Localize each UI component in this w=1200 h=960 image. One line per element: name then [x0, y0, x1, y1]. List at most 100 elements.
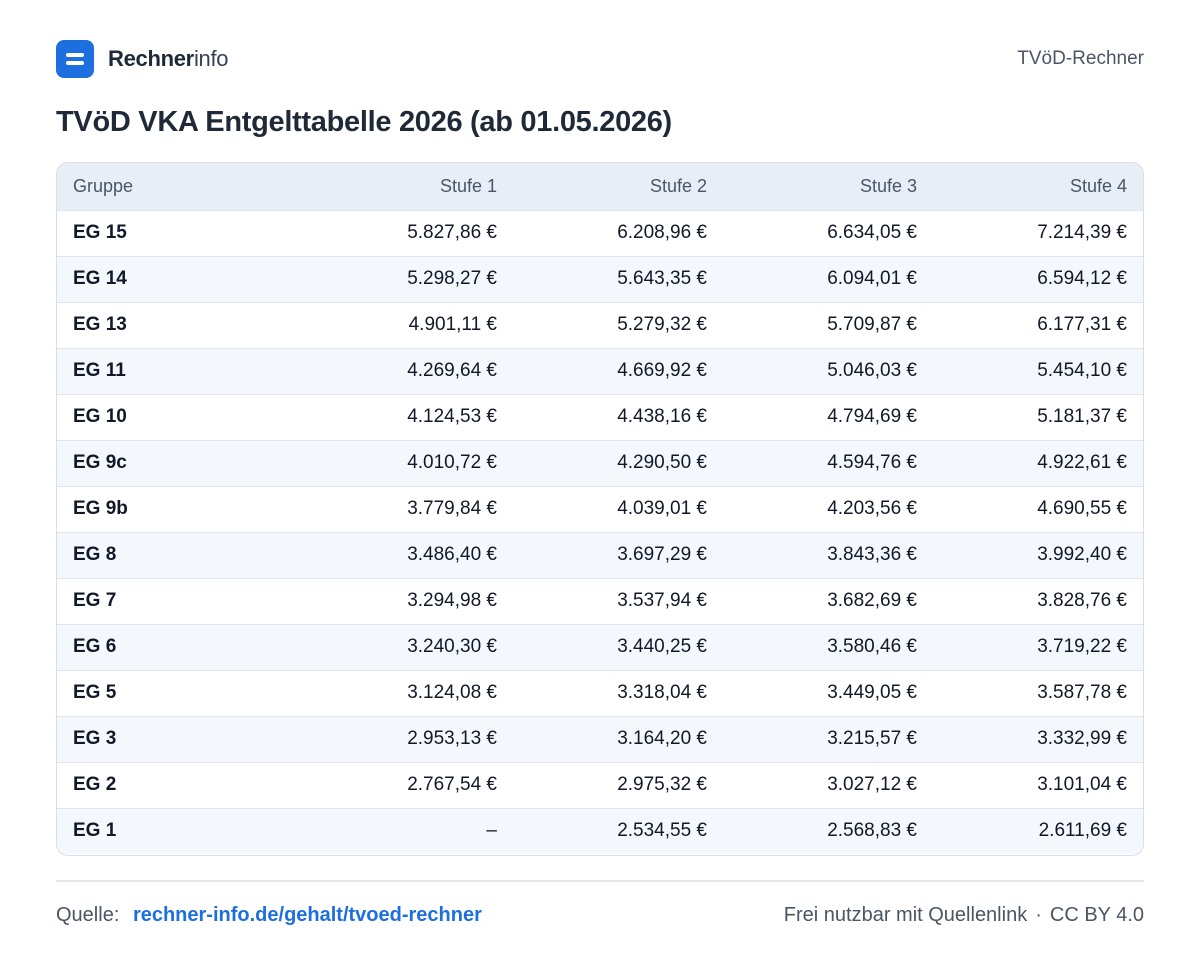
cell-stufe-1: 3.294,98 € [407, 590, 497, 611]
cell-stufe-1: 3.779,84 € [407, 498, 497, 519]
table-row: EG 3 2.953,13 € 3.164,20 € 3.215,57 € 3.332,… [57, 716, 1143, 762]
cell-stufe-2: 4.669,92 € [617, 360, 707, 381]
brand-name-bold: Rechner [108, 46, 194, 71]
cell-stufe-4: 3.992,40 € [1037, 544, 1127, 565]
logo-bar-bottom [66, 61, 84, 65]
cell-gruppe: EG 5 [73, 682, 117, 703]
table-row: EG 8 3.486,40 € 3.697,29 € 3.843,36 € 3.992,… [57, 532, 1143, 578]
cell-stufe-4: 3.719,22 € [1037, 636, 1127, 657]
cell-stufe-2: 6.208,96 € [617, 222, 707, 243]
cell-stufe-1: 4.901,11 € [408, 314, 497, 335]
table-header: Gruppe Stufe 1 Stufe 2 Stufe 3 Stufe 4 [57, 163, 1143, 210]
footer-license: Frei nutzbar mit Quellenlink · CC BY 4.0 [784, 904, 1144, 927]
cell-stufe-1: 5.298,27 € [407, 268, 497, 289]
table-row: EG 10 4.124,53 € 4.438,16 € 4.794,69 € 5.181… [57, 394, 1143, 440]
table-row: EG 15 5.827,86 € 6.208,96 € 6.634,05 € 7.214… [57, 210, 1143, 256]
license-text: Frei nutzbar mit Quellenlink [783, 904, 1028, 926]
header-stufe-4: Stufe 4 [1069, 175, 1127, 196]
cell-stufe-4: 5.454,10 € [1037, 360, 1127, 381]
cell-stufe-4: 6.594,12 € [1037, 268, 1127, 289]
salary-table: Gruppe Stufe 1 Stufe 2 Stufe 3 Stufe 4 E… [57, 163, 1143, 854]
cell-stufe-1: 2.767,54 € [407, 774, 497, 795]
cell-stufe-4: 3.828,76 € [1037, 590, 1127, 611]
cell-stufe-1: 4.269,64 € [407, 360, 497, 381]
table-row: EG 9b 3.779,84 € 4.039,01 € 4.203,56 € 4.690… [57, 486, 1143, 532]
table-body: EG 15 5.827,86 € 6.208,96 € 6.634,05 € 7.214… [57, 210, 1143, 854]
salary-table-container: Gruppe Stufe 1 Stufe 2 Stufe 3 Stufe 4 E… [56, 162, 1144, 856]
cell-stufe-3: 5.046,03 € [827, 360, 917, 381]
cell-gruppe: EG 6 [73, 636, 117, 657]
cell-stufe-1: 4.124,53 € [407, 406, 497, 427]
cell-stufe-2: 5.643,35 € [617, 268, 707, 289]
cell-stufe-4: 4.922,61 € [1037, 452, 1127, 473]
cell-stufe-1: 3.486,40 € [407, 544, 497, 565]
rechnerinfo-logo-icon [56, 40, 94, 78]
cell-stufe-3: 2.568,83 € [827, 820, 917, 842]
cell-stufe-4: 3.101,04 € [1037, 774, 1127, 795]
cell-stufe-4: 4.690,55 € [1037, 498, 1127, 519]
source-link[interactable]: rechner-info.de/gehalt/tvoed-rechner [132, 904, 482, 926]
cell-stufe-1: 5.827,86 € [407, 222, 497, 243]
cell-stufe-2: 2.975,32 € [617, 774, 707, 795]
footer-divider [56, 880, 1144, 882]
cell-stufe-2: 2.534,55 € [617, 820, 707, 842]
cell-stufe-2: 3.697,29 € [617, 544, 707, 565]
cell-gruppe: EG 8 [73, 544, 117, 565]
cell-stufe-2: 3.164,20 € [617, 728, 707, 749]
footer-source: Quelle: rechner-info.de/gehalt/tvoed-rec… [56, 904, 482, 927]
cell-stufe-4: 2.611,69 € [1038, 820, 1127, 842]
logo-bar-top [66, 53, 84, 57]
header: Rechnerinfo TVöD-Rechner [56, 40, 1144, 78]
table-row: EG 7 3.294,98 € 3.537,94 € 3.682,69 € 3.828,… [57, 578, 1143, 624]
table-row: EG 11 4.269,64 € 4.669,92 € 5.046,03 € 5.454… [57, 348, 1143, 394]
header-stufe-2: Stufe 2 [649, 175, 707, 196]
table-row: EG 14 5.298,27 € 5.643,35 € 6.094,01 € 6.594… [57, 256, 1143, 302]
table-row: EG 13 4.901,11 € 5.279,32 € 5.709,87 € 6.177… [57, 302, 1143, 348]
table-row: EG 1 – 2.534,55 € 2.568,83 € 2.611,69 € [57, 808, 1143, 854]
header-gruppe: Gruppe [73, 175, 134, 196]
cell-gruppe: EG 14 [73, 268, 127, 289]
license-separator: · [1035, 904, 1042, 926]
cell-stufe-2: 4.438,16 € [617, 406, 707, 427]
cell-stufe-4: 3.332,99 € [1037, 728, 1127, 749]
cell-gruppe: EG 2 [73, 774, 117, 795]
cell-stufe-1: 3.240,30 € [407, 636, 497, 657]
cell-gruppe: EG 15 [73, 222, 127, 243]
table-header-row: Gruppe Stufe 1 Stufe 2 Stufe 3 Stufe 4 [57, 163, 1143, 210]
header-stufe-3: Stufe 3 [859, 175, 917, 196]
cell-stufe-3: 3.843,36 € [827, 544, 917, 565]
cell-gruppe: EG 11 [73, 360, 126, 381]
cell-stufe-3: 4.203,56 € [827, 498, 917, 519]
header-stufe-1: Stufe 1 [439, 175, 497, 196]
cell-stufe-3: 3.215,57 € [827, 728, 917, 749]
cell-stufe-3: 3.027,12 € [827, 774, 917, 795]
cell-stufe-4: 6.177,31 € [1037, 314, 1127, 335]
footer: Quelle: rechner-info.de/gehalt/tvoed-rec… [56, 904, 1144, 927]
cell-gruppe: EG 3 [73, 728, 117, 749]
cell-gruppe: EG 9c [73, 452, 127, 473]
cell-stufe-1: 2.953,13 € [407, 728, 497, 749]
cell-stufe-3: 6.634,05 € [827, 222, 917, 243]
brand[interactable]: Rechnerinfo [56, 40, 229, 78]
cell-stufe-3: 6.094,01 € [827, 268, 917, 289]
brand-name: Rechnerinfo [108, 46, 229, 72]
cell-stufe-2: 3.440,25 € [617, 636, 707, 657]
cell-stufe-4: 3.587,78 € [1037, 682, 1127, 703]
table-row: EG 6 3.240,30 € 3.440,25 € 3.580,46 € 3.719,… [57, 624, 1143, 670]
cell-stufe-4: 7.214,39 € [1037, 222, 1127, 243]
cell-stufe-1: 3.124,08 € [407, 682, 497, 703]
cell-stufe-2: 5.279,32 € [617, 314, 707, 335]
cell-stufe-3: 3.449,05 € [827, 682, 917, 703]
source-label: Quelle: [56, 904, 120, 926]
license-name: CC BY 4.0 [1049, 904, 1144, 926]
cell-stufe-3: 4.794,69 € [827, 406, 917, 427]
cell-stufe-4: 5.181,37 € [1037, 406, 1127, 427]
cell-stufe-1: 4.010,72 € [407, 452, 497, 473]
cell-stufe-3: 5.709,87 € [827, 314, 917, 335]
table-row: EG 5 3.124,08 € 3.318,04 € 3.449,05 € 3.587,… [57, 670, 1143, 716]
cell-gruppe: EG 13 [73, 314, 127, 335]
cell-gruppe: EG 7 [73, 590, 117, 611]
header-calculator-label: TVöD-Rechner [1017, 48, 1144, 69]
cell-stufe-2: 4.039,01 € [617, 498, 707, 519]
